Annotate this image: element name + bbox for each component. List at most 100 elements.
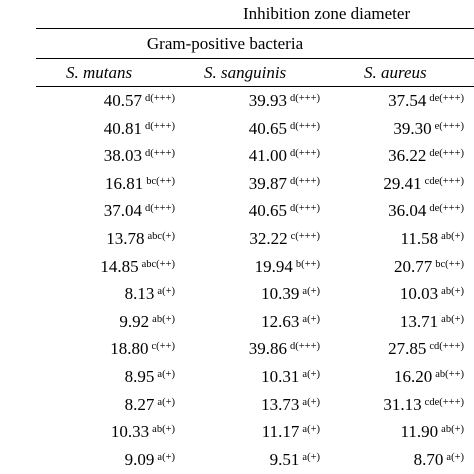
table-row: 18.80 c(++) 39.86 d(+++) 27.85 cd(+++) (0, 335, 474, 363)
cell-superscript: ab(+) (441, 313, 464, 325)
table-cell-s-mutans: 37.04 d(+++) (104, 197, 175, 225)
table-row: 9.09 a(+) 9.51 a(+) 8.70 a(+) (0, 446, 474, 474)
table-cell-s-sanguinis: 32.22 c(+++) (249, 225, 320, 253)
table-cell-s-sanguinis: 39.93 d(+++) (249, 87, 320, 115)
cell-superscript: ab(++) (435, 368, 464, 380)
cell-value: 39.87 (248, 173, 287, 193)
table-cell-s-aureus: 29.41 cde(+++) (383, 170, 464, 198)
table-cell-s-mutans: 9.09 a(+) (125, 446, 175, 474)
cell-superscript: bc(++) (146, 175, 175, 187)
cell-value: 8.70 (413, 449, 444, 469)
table-cell-s-mutans: 8.27 a(+) (125, 391, 175, 419)
table-row: 10.33 ab(+) 11.17 a(+) 11.90 ab(+) (0, 418, 474, 446)
table-header-label: Inhibition zone diameter (243, 4, 411, 23)
table-row: 8.27 a(+) 13.73 a(+) 31.13 cde(+++) (0, 391, 474, 419)
cell-value: 13.73 (261, 394, 300, 414)
table-cell-s-mutans: 38.03 d(+++) (104, 142, 175, 170)
table-row: 14.85 abc(++) 19.94 b(++) 20.77 bc(++) (0, 253, 474, 281)
cell-superscript: b(++) (295, 258, 320, 270)
table-cell-s-sanguinis: 41.00 d(+++) (249, 142, 320, 170)
cell-value: 12.63 (261, 311, 300, 331)
cell-value: 37.04 (103, 201, 142, 221)
table-cell-s-sanguinis: 12.63 a(+) (261, 308, 320, 336)
table-row: 38.03 d(+++) 41.00 d(+++) 36.22 de(+++) (0, 142, 474, 170)
cell-value: 10.31 (261, 366, 300, 386)
cell-superscript: c(+++) (290, 230, 320, 242)
table-row: 40.57 d(+++) 39.93 d(+++) 37.54 de(+++) (0, 87, 474, 115)
column-header-s-sanguinis: S. sanguinis (204, 63, 287, 82)
cell-superscript: d(+++) (289, 120, 320, 132)
cell-superscript: d(+++) (144, 120, 175, 132)
cell-value: 27.85 (388, 339, 427, 359)
table-cell-s-sanguinis: 10.39 a(+) (261, 280, 320, 308)
cell-value: 10.39 (261, 284, 300, 304)
table-cell-s-sanguinis: 13.73 a(+) (261, 391, 320, 419)
table-row: 37.04 d(+++) 40.65 d(+++) 36.04 de(+++) (0, 197, 474, 225)
cell-superscript: a(+) (302, 368, 320, 380)
table-row: 40.81 d(+++) 40.65 d(+++) 39.30 e(+++) (0, 115, 474, 143)
cell-value: 39.86 (248, 339, 287, 359)
cell-superscript: a(+) (157, 368, 175, 380)
table-cell-s-aureus: 37.54 de(+++) (388, 87, 464, 115)
table-cell-s-aureus: 27.85 cd(+++) (388, 335, 464, 363)
cell-value: 39.93 (248, 91, 287, 110)
table-cell-s-aureus: 36.22 de(+++) (388, 142, 464, 170)
table-cell-s-aureus: 10.03 ab(+) (400, 280, 464, 308)
cell-superscript: a(+) (302, 313, 320, 325)
group-title-label: Gram-positive bacteria (146, 34, 304, 53)
cell-superscript: d(+++) (144, 203, 175, 215)
cell-value: 16.81 (105, 173, 144, 193)
table-rule-species (36, 86, 474, 87)
cell-superscript: d(+++) (289, 175, 320, 187)
cell-value: 11.58 (400, 228, 439, 248)
table-cell-s-aureus: 11.58 ab(+) (401, 225, 464, 253)
table-cell-s-mutans: 9.92 ab(+) (119, 308, 175, 336)
table-cell-s-aureus: 16.20 ab(++) (394, 363, 464, 391)
cell-value: 8.27 (124, 394, 155, 414)
cell-superscript: a(+) (446, 451, 464, 463)
cell-superscript: a(+) (157, 286, 175, 298)
table-cell-s-sanguinis: 11.17 a(+) (262, 418, 320, 446)
cell-superscript: a(+) (302, 451, 320, 463)
cell-superscript: a(+) (302, 286, 320, 298)
table-cell-s-mutans: 10.33 ab(+) (111, 418, 175, 446)
table-group-title: Gram-positive bacteria (36, 29, 474, 58)
cell-superscript: d(+++) (289, 203, 320, 215)
table-cell-s-mutans: 8.95 a(+) (125, 363, 175, 391)
table-cell-s-mutans: 40.57 d(+++) (104, 87, 175, 115)
table-row: 9.92 ab(+) 12.63 a(+) 13.71 ab(+) (0, 308, 474, 336)
table-row: 8.95 a(+) 10.31 a(+) 16.20 ab(++) (0, 363, 474, 391)
table-cell-s-aureus: 36.04 de(+++) (388, 197, 464, 225)
table-cell-s-sanguinis: 40.65 d(+++) (249, 115, 320, 143)
cell-superscript: d(+++) (289, 341, 320, 353)
cell-value: 19.94 (254, 256, 293, 276)
cell-superscript: cd(+++) (429, 341, 464, 353)
table-row: 16.81 bc(++) 39.87 d(+++) 29.41 cde(+++) (0, 170, 474, 198)
cell-superscript: c(++) (151, 341, 176, 353)
cell-value: 40.81 (103, 118, 142, 138)
cell-superscript: de(+++) (429, 203, 464, 215)
column-header-s-aureus: S. aureus (364, 63, 427, 82)
cell-value: 37.54 (388, 91, 427, 110)
cell-value: 11.90 (400, 422, 439, 442)
cell-value: 16.20 (394, 366, 433, 386)
cell-superscript: e(+++) (434, 120, 464, 132)
cell-value: 36.22 (388, 146, 427, 166)
cell-value: 10.03 (399, 284, 439, 304)
cell-value: 32.22 (249, 228, 288, 248)
cell-value: 40.65 (248, 118, 287, 138)
cell-superscript: d(+++) (144, 93, 175, 104)
cell-superscript: abc(+) (147, 230, 176, 242)
table-cell-s-mutans: 13.78 abc(+) (106, 225, 175, 253)
table-cell-s-aureus: 8.70 a(+) (414, 446, 464, 474)
table-rule-top (36, 28, 474, 29)
table-cell-s-mutans: 8.13 a(+) (125, 280, 175, 308)
table-cell-s-sanguinis: 19.94 b(++) (255, 253, 320, 281)
cell-superscript: de(+++) (429, 148, 464, 160)
cell-superscript: cde(+++) (424, 396, 464, 408)
table-cell-s-aureus: 31.13 cde(+++) (383, 391, 464, 419)
cell-superscript: ab(+) (441, 424, 464, 436)
table-cell-s-mutans: 18.80 c(++) (110, 335, 175, 363)
cell-superscript: ab(+) (152, 313, 175, 325)
cell-value: 11.17 (261, 422, 300, 442)
